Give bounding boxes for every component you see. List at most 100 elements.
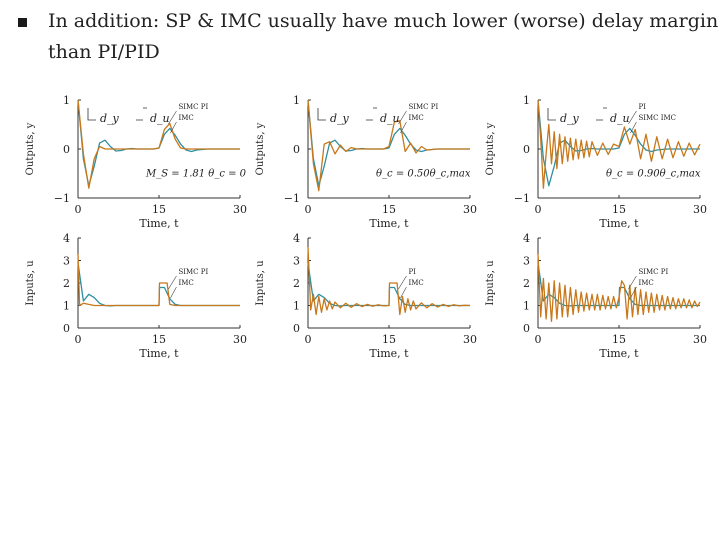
x-tick-label: 0 bbox=[535, 203, 542, 216]
series-line-orange bbox=[537, 99, 701, 189]
y-axis-label: Outputs, y bbox=[255, 122, 266, 175]
y-tick-label: 1 bbox=[293, 300, 300, 313]
bullet-text-line-2: than PI/PID bbox=[48, 41, 160, 63]
y-tick-label: 0 bbox=[523, 143, 530, 156]
legend-entry: IMC bbox=[408, 279, 423, 287]
legend-pointer bbox=[170, 121, 177, 134]
x-tick-label: 15 bbox=[152, 333, 166, 346]
legend-entry: SIMC PI bbox=[178, 268, 208, 276]
legend-entry: PI bbox=[408, 268, 416, 276]
legend-pointer bbox=[168, 275, 177, 290]
annotation-text: θ_c = 0.50θ_c,max bbox=[376, 168, 471, 179]
x-tick-label: 30 bbox=[463, 203, 477, 216]
series-line-orange bbox=[307, 99, 470, 192]
y-tick-label: 3 bbox=[63, 255, 70, 268]
legend-entry: PI bbox=[638, 103, 646, 111]
series-line-blue bbox=[537, 99, 700, 187]
y-tick-label: 0 bbox=[523, 322, 530, 335]
step-du-icon bbox=[136, 107, 147, 121]
x-axis-label: Time, t bbox=[599, 347, 639, 360]
legend-pointer bbox=[398, 110, 407, 125]
chart-top-left: −1 0 1 0 15 30 Time, t Outputs, y SIMC PI IMC d_y d… bbox=[25, 94, 247, 230]
x-tick-label: 0 bbox=[305, 333, 312, 346]
x-tick-label: 30 bbox=[233, 203, 247, 216]
step-du-icon bbox=[596, 107, 607, 121]
y-axis-label: Inputs, u bbox=[25, 260, 36, 306]
x-tick-label: 30 bbox=[693, 203, 707, 216]
annotation-text: θ_c = 0.90θ_c,max bbox=[606, 168, 701, 179]
x-tick-label: 15 bbox=[612, 333, 626, 346]
y-axis-label: Inputs, u bbox=[485, 260, 496, 306]
disturbance-label-du: d_u bbox=[610, 112, 630, 125]
x-tick-label: 15 bbox=[152, 203, 166, 216]
legend-pointer bbox=[170, 286, 177, 299]
annotation-text: M_S = 1.81 θ_c = 0 bbox=[145, 168, 247, 179]
disturbance-label-dy: d_y bbox=[560, 112, 580, 125]
x-tick-label: 0 bbox=[535, 333, 542, 346]
x-tick-label: 15 bbox=[612, 203, 626, 216]
legend-pointer bbox=[168, 110, 177, 125]
x-axis-label: Time, t bbox=[599, 217, 639, 230]
chart-bottom-right: 0 1 2 3 4 0 15 30 Time, t Inputs, u SIMC PI IMC bbox=[485, 232, 707, 360]
y-tick-label: 1 bbox=[63, 94, 70, 107]
y-tick-label: 4 bbox=[523, 232, 530, 245]
y-tick-label: 2 bbox=[293, 277, 300, 290]
y-tick-label: 4 bbox=[63, 232, 70, 245]
bullet-text-line-1: In addition: SP & IMC usually have much … bbox=[48, 10, 719, 32]
y-axis-label: Outputs, y bbox=[485, 122, 496, 175]
y-tick-label: 1 bbox=[523, 94, 530, 107]
legend-pointer bbox=[630, 286, 637, 299]
legend-pointer bbox=[630, 121, 637, 134]
y-tick-label: 4 bbox=[293, 232, 300, 245]
legend-entry: SIMC PI bbox=[408, 103, 438, 111]
x-tick-label: 0 bbox=[75, 333, 82, 346]
chart-top-middle: −1 0 1 0 15 30 Time, t Outputs, y SIMC PI IMC d_y d… bbox=[255, 94, 477, 230]
y-tick-label: 3 bbox=[523, 255, 530, 268]
y-axis-label: Outputs, y bbox=[25, 122, 36, 175]
chart-top-right: −1 0 1 0 15 30 Time, t Outputs, y PI SIMC IMC d_y d… bbox=[485, 94, 707, 230]
legend-pointer bbox=[398, 275, 407, 290]
y-tick-label: 1 bbox=[293, 94, 300, 107]
legend-entry: SIMC IMC bbox=[638, 114, 676, 122]
legend-entry: IMC bbox=[178, 279, 193, 287]
x-axis-label: Time, t bbox=[139, 217, 179, 230]
x-tick-label: 0 bbox=[75, 203, 82, 216]
bullet-marker bbox=[18, 18, 27, 27]
series-line-orange bbox=[77, 99, 240, 189]
disturbance-label-du: d_u bbox=[150, 112, 170, 125]
disturbance-label-du: d_u bbox=[380, 112, 400, 125]
y-tick-label: 2 bbox=[523, 277, 530, 290]
disturbance-label-dy: d_y bbox=[100, 112, 120, 125]
series-line-orange bbox=[307, 246, 471, 316]
y-tick-label: 0 bbox=[63, 143, 70, 156]
y-tick-label: −1 bbox=[514, 192, 530, 205]
x-tick-label: 30 bbox=[233, 333, 247, 346]
legend-pointer bbox=[400, 121, 407, 134]
y-tick-label: −1 bbox=[54, 192, 70, 205]
chart-bottom-left: 0 1 2 3 4 0 15 30 Time, t Inputs, u SIMC PI IMC bbox=[25, 232, 247, 360]
legend-pointer bbox=[400, 286, 407, 299]
x-axis-label: Time, t bbox=[139, 347, 179, 360]
chart-bottom-middle: 0 1 2 3 4 0 15 30 Time, t Inputs, u PI IMC bbox=[255, 232, 477, 360]
y-tick-label: 2 bbox=[63, 277, 70, 290]
x-tick-label: 15 bbox=[382, 333, 396, 346]
x-tick-label: 0 bbox=[305, 203, 312, 216]
legend-pointer bbox=[628, 110, 637, 125]
series-line-orange bbox=[77, 253, 240, 307]
disturbance-label-dy: d_y bbox=[330, 112, 350, 125]
y-tick-label: 1 bbox=[523, 300, 530, 313]
x-axis-label: Time, t bbox=[369, 217, 409, 230]
y-tick-label: 0 bbox=[63, 322, 70, 335]
y-axis-label: Inputs, u bbox=[255, 260, 266, 306]
legend-entry: IMC bbox=[408, 114, 423, 122]
legend-pointer bbox=[628, 275, 637, 290]
y-tick-label: 1 bbox=[63, 300, 70, 313]
y-tick-label: 3 bbox=[293, 255, 300, 268]
step-du-icon bbox=[366, 107, 377, 121]
x-tick-label: 30 bbox=[693, 333, 707, 346]
step-dy-icon bbox=[547, 108, 556, 121]
x-tick-label: 30 bbox=[463, 333, 477, 346]
step-dy-icon bbox=[87, 108, 96, 121]
legend-entry: IMC bbox=[178, 114, 193, 122]
